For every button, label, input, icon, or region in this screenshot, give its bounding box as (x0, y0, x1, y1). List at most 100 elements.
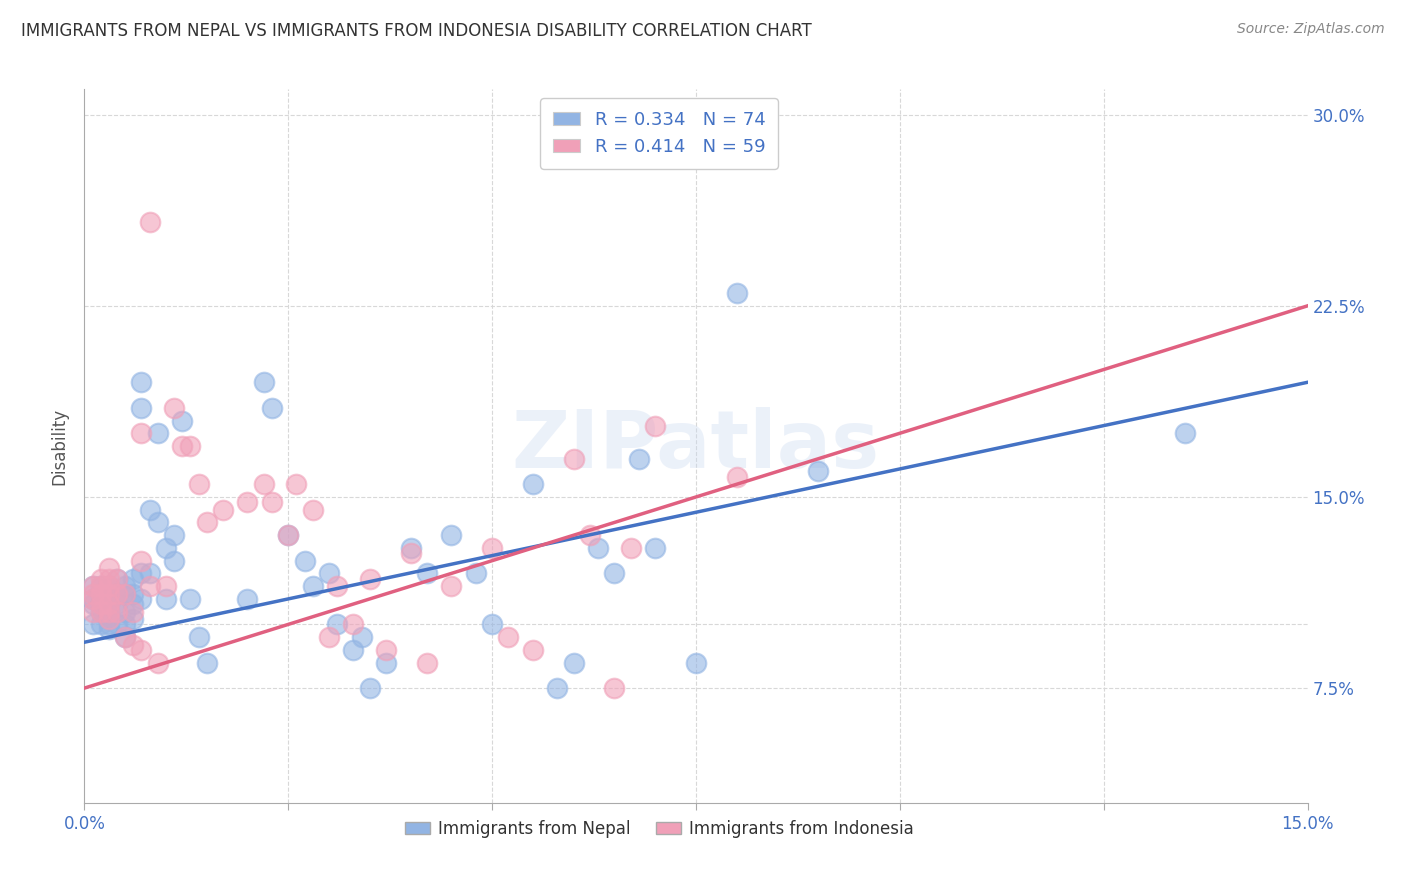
Point (90, 572, 112, 586)
Point (277, 528, 299, 542)
Point (326, 617, 349, 632)
Point (97, 597, 120, 611)
Point (122, 597, 145, 611)
Point (114, 630, 136, 644)
Point (481, 617, 503, 632)
Point (481, 541, 503, 555)
Point (138, 579, 160, 593)
Point (253, 477, 276, 491)
Point (179, 439, 201, 453)
Point (90, 579, 112, 593)
Point (114, 587, 136, 601)
Point (138, 502, 160, 516)
Point (82, 591, 104, 606)
Legend: Immigrants from Nepal, Immigrants from Indonesia: Immigrants from Nepal, Immigrants from I… (398, 814, 921, 845)
Point (562, 451, 585, 466)
Point (82, 617, 104, 632)
Point (97, 623, 120, 637)
Point (131, 591, 153, 606)
Point (105, 605, 128, 619)
Point (131, 401, 153, 415)
Point (685, 656, 707, 670)
Point (82, 605, 104, 619)
Point (620, 541, 643, 555)
Point (212, 502, 235, 516)
Point (318, 566, 340, 581)
Point (342, 617, 364, 632)
Point (359, 572, 381, 586)
Point (82, 579, 104, 593)
Point (603, 681, 626, 695)
Point (138, 566, 160, 581)
Text: Source: ZipAtlas.com: Source: ZipAtlas.com (1237, 22, 1385, 37)
Point (236, 591, 259, 606)
Point (122, 587, 145, 601)
Point (725, 286, 748, 301)
Point (236, 495, 259, 509)
Point (318, 630, 340, 644)
Point (131, 554, 153, 568)
Point (522, 643, 544, 657)
Point (122, 572, 145, 586)
Point (375, 643, 398, 657)
Point (294, 554, 316, 568)
Y-axis label: Disability: Disability (51, 408, 69, 484)
Point (522, 477, 544, 491)
Point (114, 579, 136, 593)
Point (138, 215, 160, 229)
Point (131, 426, 153, 441)
Point (90, 605, 112, 619)
Point (498, 630, 520, 644)
Point (562, 656, 585, 670)
Point (90, 605, 112, 619)
Point (195, 656, 218, 670)
Point (90, 587, 112, 601)
Point (97, 561, 120, 575)
Point (97, 579, 120, 593)
Point (97, 617, 120, 632)
Point (97, 605, 120, 619)
Point (82, 579, 104, 593)
Point (97, 579, 120, 593)
Point (253, 376, 276, 390)
Point (105, 572, 128, 586)
Point (90, 597, 112, 611)
Point (725, 469, 748, 483)
Point (285, 477, 308, 491)
Point (440, 528, 463, 542)
Point (350, 630, 373, 644)
Point (114, 617, 136, 632)
Point (399, 541, 422, 555)
Point (90, 597, 112, 611)
Point (82, 597, 104, 611)
Point (342, 643, 364, 657)
Point (179, 591, 201, 606)
Point (97, 597, 120, 611)
Point (586, 541, 609, 555)
Text: ZIPatlas: ZIPatlas (512, 407, 880, 485)
Point (627, 451, 650, 466)
Point (131, 643, 153, 657)
Point (122, 638, 145, 652)
Point (195, 516, 218, 530)
Point (114, 605, 136, 619)
Point (277, 528, 299, 542)
Point (90, 579, 112, 593)
Point (97, 612, 120, 626)
Point (546, 681, 568, 695)
Point (260, 401, 283, 415)
Point (105, 587, 128, 601)
Point (603, 566, 626, 581)
Point (260, 495, 283, 509)
Point (97, 572, 120, 586)
Point (301, 502, 323, 516)
Point (155, 579, 177, 593)
Point (122, 612, 145, 626)
Point (416, 566, 439, 581)
Point (155, 541, 177, 555)
Point (163, 401, 186, 415)
Point (131, 376, 153, 390)
Point (807, 465, 830, 479)
Point (644, 541, 666, 555)
Point (105, 597, 128, 611)
